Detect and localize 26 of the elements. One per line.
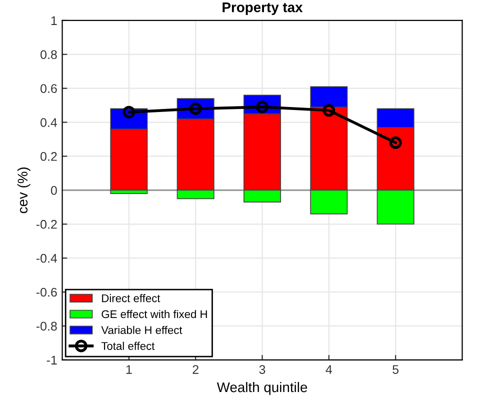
y-tick-label: 0.6 — [40, 84, 57, 93]
legend-label: Variable H effect — [101, 326, 182, 334]
x-tick-label: 5 — [392, 365, 399, 374]
x-tick-label: 1 — [126, 365, 132, 374]
y-tick-label: -0.6 — [36, 288, 57, 297]
point — [122, 106, 136, 118]
x-tick-label: 2 — [192, 365, 198, 374]
y-tick-label: -0.4 — [36, 254, 58, 263]
y-tick-label: -0.2 — [36, 220, 57, 229]
point — [389, 136, 402, 149]
y-tick-label: -0.8 — [36, 322, 57, 331]
y-tick-label: 0.4 — [40, 118, 58, 127]
x-tick-label: 3 — [259, 365, 266, 374]
legend-label: Direct effect — [102, 294, 160, 302]
y-tick-label: 0.2 — [40, 152, 57, 161]
x-tick-label: 4 — [326, 365, 332, 374]
y-tick-label: -1 — [46, 356, 57, 364]
y-axis-title: cev (%) — [17, 168, 30, 214]
chart-title: Property tax — [222, 2, 303, 15]
point — [322, 104, 336, 117]
legend-label: Total effect — [101, 342, 155, 350]
y-tick-label: 0.8 — [40, 50, 57, 60]
legend-label: GE effect with fixed H — [102, 310, 207, 318]
x-axis-title: Wealth quintile — [216, 382, 308, 395]
y-tick-label: 1 — [51, 16, 57, 25]
y-tick-label: 0 — [50, 186, 57, 195]
